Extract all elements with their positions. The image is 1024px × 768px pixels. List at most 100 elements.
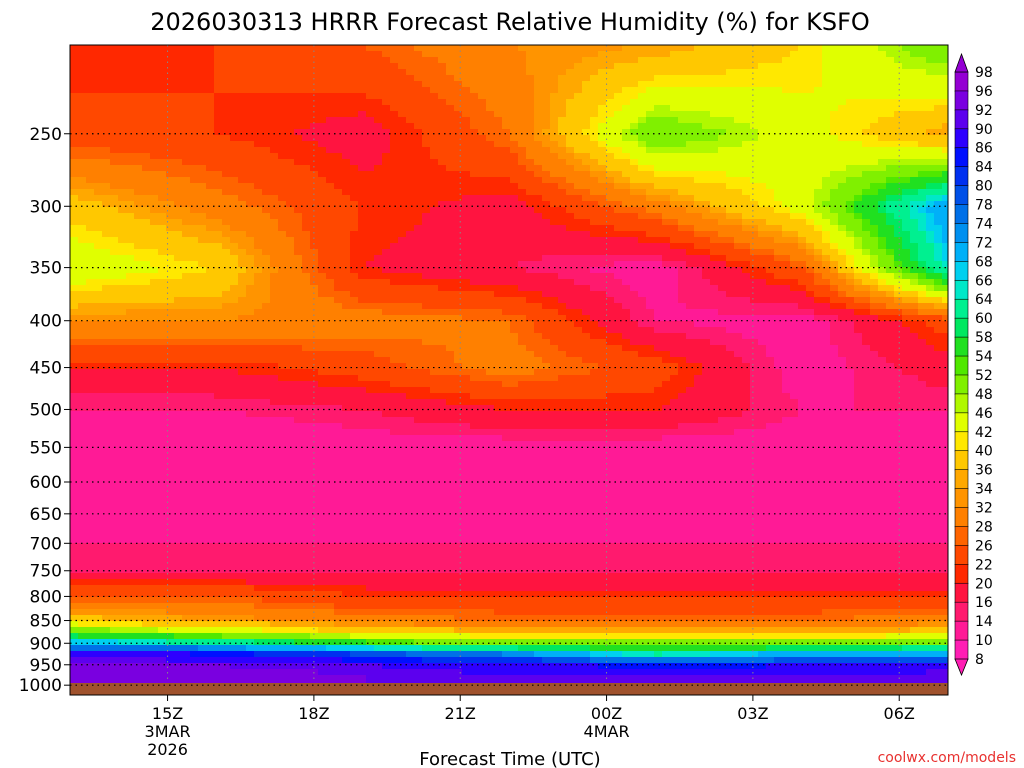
rh-cell	[878, 267, 887, 274]
rh-cell	[390, 117, 399, 124]
rh-cell	[902, 57, 911, 64]
rh-cell	[430, 171, 439, 178]
rh-cell	[878, 297, 887, 304]
rh-cell	[630, 69, 639, 76]
rh-cell	[374, 93, 383, 100]
rh-cell	[342, 303, 351, 310]
rh-cell	[446, 165, 455, 172]
rh-cell	[694, 51, 703, 58]
rh-cell	[598, 123, 607, 130]
rh-cell	[382, 171, 391, 178]
rh-cell	[654, 147, 663, 154]
rh-cell	[254, 153, 263, 160]
rh-cell	[510, 117, 519, 124]
rh-cell	[254, 213, 263, 220]
rh-cell	[918, 45, 927, 52]
rh-cell	[358, 57, 367, 64]
rh-cell	[654, 207, 663, 214]
rh-cell	[686, 57, 695, 64]
rh-cell	[526, 303, 535, 310]
rh-cell	[806, 291, 815, 298]
rh-cell	[622, 153, 631, 160]
rh-cell	[822, 273, 831, 280]
rh-cell	[902, 93, 911, 100]
rh-cell	[662, 141, 671, 148]
rh-cell	[606, 45, 615, 52]
rh-cell	[574, 111, 583, 118]
rh-cell	[86, 225, 95, 232]
rh-cell	[150, 75, 159, 82]
rh-cell	[478, 273, 487, 280]
rh-cell	[134, 57, 143, 64]
rh-cell	[334, 309, 343, 316]
rh-cell	[838, 111, 847, 118]
rh-cell	[166, 225, 175, 232]
rh-cell	[142, 309, 151, 316]
rh-cell	[870, 303, 879, 310]
rh-cell	[822, 183, 831, 190]
rh-cell	[470, 213, 479, 220]
rh-cell	[398, 159, 407, 166]
rh-cell	[886, 159, 895, 166]
rh-cell	[510, 87, 519, 94]
rh-cell	[846, 45, 855, 52]
rh-cell	[878, 147, 887, 154]
rh-cell	[430, 81, 439, 88]
rh-cell	[374, 195, 383, 202]
rh-cell	[302, 213, 311, 220]
rh-cell	[686, 69, 695, 76]
rh-cell	[846, 309, 855, 316]
rh-cell	[910, 207, 919, 214]
rh-cell	[326, 303, 335, 310]
rh-cell	[582, 69, 591, 76]
rh-cell	[70, 255, 79, 262]
rh-cell	[430, 51, 439, 58]
rh-cell	[230, 219, 239, 226]
rh-cell	[198, 285, 207, 292]
rh-cell	[590, 255, 599, 262]
rh-cell	[558, 45, 567, 52]
rh-cell	[558, 195, 567, 202]
rh-cell	[734, 225, 743, 232]
rh-cell	[894, 141, 903, 148]
rh-cell	[150, 225, 159, 232]
rh-cell	[926, 189, 935, 196]
rh-cell	[646, 57, 655, 64]
rh-cell	[406, 231, 415, 238]
rh-cell	[238, 81, 247, 88]
rh-cell	[214, 63, 223, 70]
rh-cell	[478, 255, 487, 262]
rh-cell	[822, 99, 831, 106]
rh-cell	[934, 147, 943, 154]
rh-cell	[206, 165, 215, 172]
rh-cell	[366, 45, 375, 52]
rh-cell	[158, 297, 167, 304]
rh-cell	[166, 261, 175, 268]
rh-cell	[662, 261, 671, 268]
rh-cell	[190, 99, 199, 106]
rh-cell	[886, 129, 895, 136]
rh-cell	[126, 213, 135, 220]
rh-cell	[758, 261, 767, 268]
rh-cell	[550, 177, 559, 184]
rh-cell	[494, 219, 503, 226]
rh-cell	[414, 255, 423, 262]
rh-cell	[614, 123, 623, 130]
rh-cell	[262, 237, 271, 244]
rh-cell	[782, 135, 791, 142]
rh-cell	[638, 237, 647, 244]
rh-cell	[254, 201, 263, 208]
rh-cell	[510, 45, 519, 52]
rh-cell	[702, 261, 711, 268]
rh-cell	[406, 141, 415, 148]
rh-cell	[334, 303, 343, 310]
rh-cell	[462, 81, 471, 88]
rh-cell	[262, 105, 271, 112]
rh-cell	[86, 309, 95, 316]
rh-cell	[878, 105, 887, 112]
rh-cell	[662, 189, 671, 196]
rh-cell	[310, 249, 319, 256]
rh-cell	[534, 261, 543, 268]
rh-cell	[774, 87, 783, 94]
rh-cell	[422, 63, 431, 70]
